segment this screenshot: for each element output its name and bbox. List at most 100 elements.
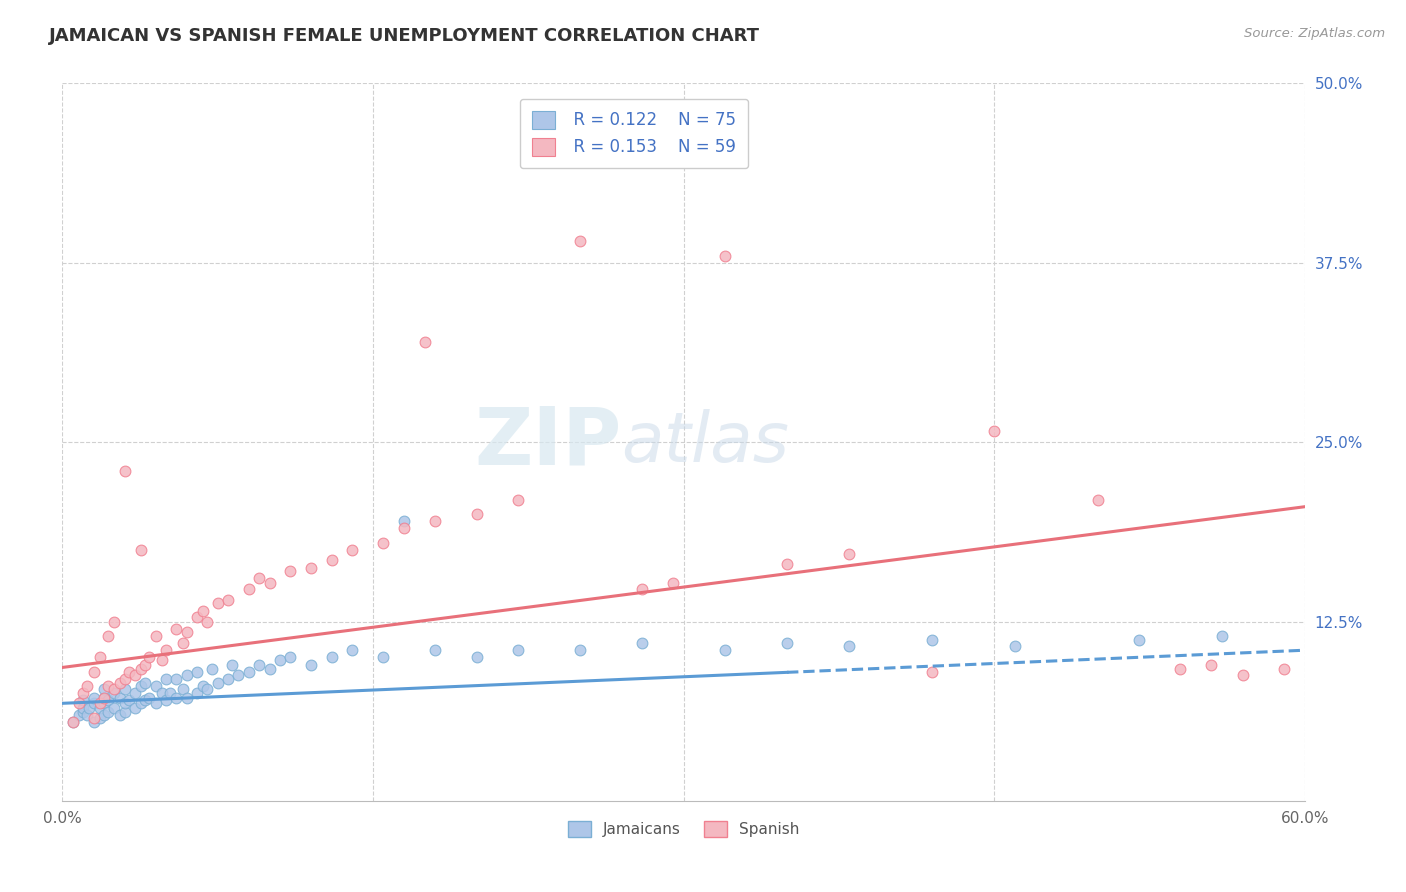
Point — [506, 492, 529, 507]
Point — [569, 643, 592, 657]
Text: atlas: atlas — [621, 409, 789, 475]
Point — [423, 514, 446, 528]
Point — [247, 572, 270, 586]
Point — [247, 657, 270, 672]
Point — [321, 650, 343, 665]
Point — [838, 547, 860, 561]
Text: Source: ZipAtlas.com: Source: ZipAtlas.com — [1244, 27, 1385, 40]
Point — [1170, 662, 1192, 676]
Text: ZIP: ZIP — [474, 403, 621, 481]
Point — [342, 643, 364, 657]
Point — [72, 700, 94, 714]
Point — [373, 535, 395, 549]
Point — [114, 696, 136, 710]
Point — [1128, 633, 1150, 648]
Point — [176, 667, 198, 681]
Point — [217, 593, 239, 607]
Point — [197, 615, 219, 629]
Point — [83, 711, 105, 725]
Point — [129, 662, 152, 676]
Point — [221, 657, 243, 672]
Point — [93, 707, 115, 722]
Point — [89, 700, 111, 714]
Point — [67, 707, 90, 722]
Point — [186, 610, 208, 624]
Point — [110, 707, 132, 722]
Point — [114, 464, 136, 478]
Point — [238, 665, 260, 679]
Point — [62, 714, 84, 729]
Point — [217, 672, 239, 686]
Point — [97, 629, 120, 643]
Point — [342, 542, 364, 557]
Point — [392, 514, 415, 528]
Point — [172, 681, 194, 696]
Point — [76, 679, 98, 693]
Point — [1272, 662, 1295, 676]
Point — [72, 705, 94, 719]
Point — [138, 690, 160, 705]
Point — [413, 334, 436, 349]
Point — [1201, 657, 1223, 672]
Point — [129, 679, 152, 693]
Point — [93, 690, 115, 705]
Point — [631, 582, 654, 596]
Point — [506, 643, 529, 657]
Point — [714, 643, 737, 657]
Point — [134, 676, 156, 690]
Point — [93, 690, 115, 705]
Point — [103, 681, 125, 696]
Point — [93, 681, 115, 696]
Point — [838, 639, 860, 653]
Point — [150, 653, 173, 667]
Point — [103, 615, 125, 629]
Point — [110, 676, 132, 690]
Point — [165, 690, 187, 705]
Point — [83, 714, 105, 729]
Point — [423, 643, 446, 657]
Point — [124, 686, 146, 700]
Point — [259, 662, 281, 676]
Point — [983, 424, 1005, 438]
Point — [193, 605, 215, 619]
Point — [165, 622, 187, 636]
Point — [1087, 492, 1109, 507]
Point — [776, 557, 799, 571]
Point — [150, 686, 173, 700]
Point — [83, 690, 105, 705]
Point — [67, 696, 90, 710]
Point — [145, 679, 167, 693]
Point — [207, 676, 229, 690]
Point — [97, 679, 120, 693]
Point — [93, 696, 115, 710]
Point — [129, 542, 152, 557]
Point — [662, 575, 685, 590]
Point — [89, 711, 111, 725]
Point — [269, 653, 291, 667]
Point — [159, 686, 181, 700]
Point — [259, 575, 281, 590]
Point — [465, 507, 488, 521]
Point — [134, 693, 156, 707]
Point — [193, 679, 215, 693]
Text: JAMAICAN VS SPANISH FEMALE UNEMPLOYMENT CORRELATION CHART: JAMAICAN VS SPANISH FEMALE UNEMPLOYMENT … — [49, 27, 761, 45]
Point — [72, 693, 94, 707]
Point — [921, 633, 943, 648]
Point — [97, 705, 120, 719]
Point — [62, 714, 84, 729]
Point — [145, 629, 167, 643]
Point — [76, 707, 98, 722]
Point — [155, 672, 177, 686]
Point — [1232, 667, 1254, 681]
Point — [186, 665, 208, 679]
Point — [134, 657, 156, 672]
Point — [1211, 629, 1233, 643]
Point — [83, 696, 105, 710]
Point — [207, 596, 229, 610]
Point — [299, 561, 322, 575]
Point — [373, 650, 395, 665]
Legend: Jamaicans, Spanish: Jamaicans, Spanish — [562, 815, 806, 844]
Point — [89, 650, 111, 665]
Point — [79, 700, 101, 714]
Point — [714, 249, 737, 263]
